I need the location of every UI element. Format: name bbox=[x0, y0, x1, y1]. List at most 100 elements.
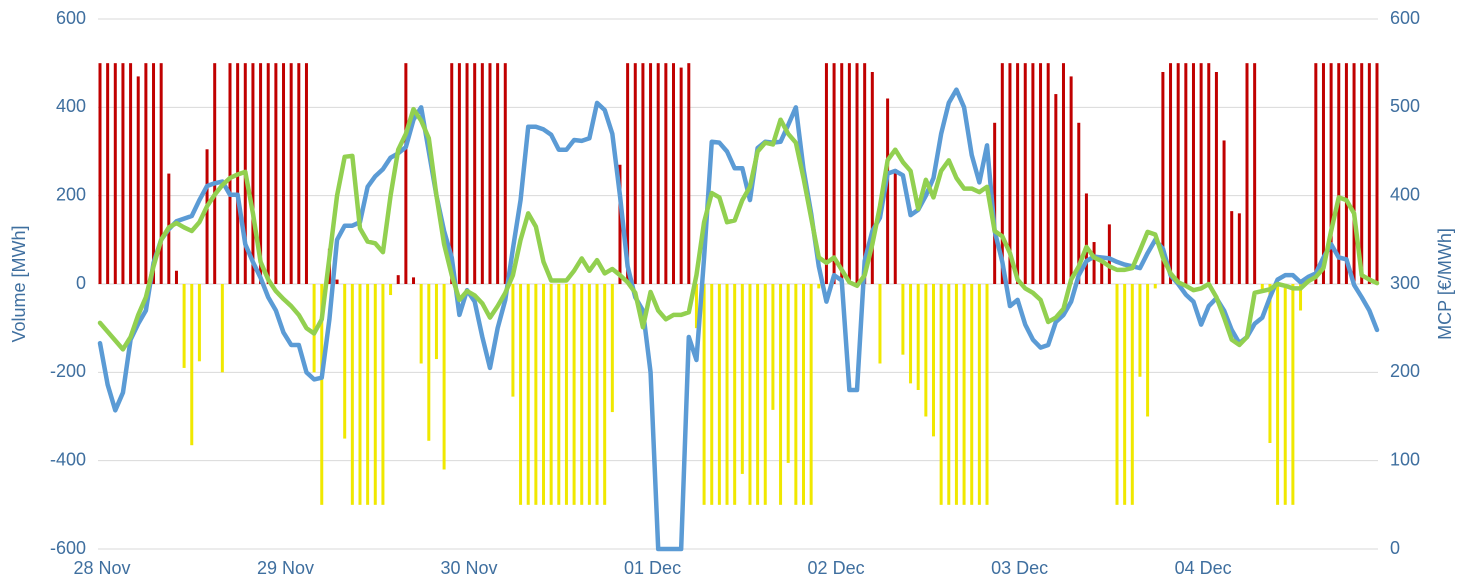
bar bbox=[511, 284, 515, 397]
bar bbox=[343, 284, 347, 439]
bar bbox=[1146, 284, 1150, 417]
bar bbox=[228, 63, 232, 284]
bar bbox=[144, 63, 148, 284]
bar bbox=[450, 63, 454, 284]
bar bbox=[389, 284, 393, 296]
y-tick-label: 200 bbox=[56, 184, 86, 204]
bar bbox=[434, 284, 438, 360]
bar bbox=[1375, 63, 1379, 284]
bar bbox=[412, 277, 416, 284]
bar bbox=[626, 63, 630, 284]
bar bbox=[419, 284, 423, 364]
bar bbox=[251, 63, 255, 284]
bar bbox=[1123, 284, 1127, 505]
bar bbox=[1214, 72, 1218, 284]
bar bbox=[939, 284, 943, 505]
bar bbox=[1321, 63, 1325, 284]
bar bbox=[1161, 72, 1165, 284]
bar bbox=[618, 164, 622, 284]
bar bbox=[282, 63, 286, 284]
bar bbox=[779, 284, 783, 505]
bar bbox=[373, 284, 377, 505]
bar bbox=[649, 63, 653, 284]
bar bbox=[633, 63, 637, 284]
bar bbox=[1054, 94, 1058, 284]
bar bbox=[1069, 76, 1073, 285]
bar bbox=[977, 284, 981, 505]
bar bbox=[289, 63, 293, 284]
bar bbox=[1039, 63, 1043, 284]
bar bbox=[526, 284, 530, 505]
bar bbox=[1291, 284, 1295, 505]
bar bbox=[756, 284, 760, 505]
bar bbox=[129, 63, 133, 284]
bar bbox=[863, 63, 867, 284]
bar bbox=[213, 63, 217, 284]
bar bbox=[335, 279, 339, 284]
bar bbox=[947, 284, 951, 505]
y2-tick-label: 300 bbox=[1390, 273, 1420, 293]
bar bbox=[549, 284, 553, 505]
bar bbox=[832, 63, 836, 284]
bar bbox=[993, 122, 997, 285]
bar bbox=[1268, 284, 1272, 443]
bar bbox=[427, 284, 431, 441]
bar bbox=[519, 284, 523, 505]
bar bbox=[809, 284, 813, 505]
bar bbox=[1138, 284, 1142, 377]
bar bbox=[916, 284, 920, 390]
y2-axis-title: MCP [€/MWh] bbox=[1435, 228, 1455, 340]
bar bbox=[717, 284, 721, 505]
bar bbox=[924, 284, 928, 417]
bar bbox=[366, 284, 370, 505]
bar bbox=[534, 284, 538, 505]
bar bbox=[962, 284, 966, 505]
bar bbox=[1344, 63, 1348, 284]
bar bbox=[801, 284, 805, 505]
bar bbox=[159, 63, 163, 284]
bar bbox=[1299, 284, 1303, 311]
bar bbox=[733, 284, 737, 505]
y-tick-label: -400 bbox=[50, 449, 86, 469]
bar bbox=[603, 284, 607, 505]
bar bbox=[1199, 63, 1203, 284]
bar bbox=[542, 284, 546, 505]
x-tick-label: 01 Dec bbox=[624, 558, 681, 578]
bar bbox=[350, 284, 354, 505]
bar bbox=[220, 284, 224, 373]
bar bbox=[182, 284, 186, 368]
bar bbox=[113, 63, 117, 284]
x-tick-label: 30 Nov bbox=[441, 558, 498, 578]
bar bbox=[687, 63, 691, 284]
bar bbox=[480, 63, 484, 284]
bar bbox=[1283, 284, 1287, 505]
bar bbox=[1100, 257, 1104, 284]
bar bbox=[748, 284, 752, 505]
bar bbox=[358, 284, 362, 505]
bar bbox=[847, 63, 851, 284]
y2-tick-label: 100 bbox=[1390, 449, 1420, 469]
bar bbox=[274, 63, 278, 284]
bar bbox=[1176, 63, 1180, 284]
bar bbox=[664, 63, 668, 284]
bar bbox=[725, 284, 729, 505]
bar bbox=[1023, 63, 1027, 284]
bar bbox=[679, 67, 683, 284]
x-tick-label: 03 Dec bbox=[991, 558, 1048, 578]
bar bbox=[1130, 284, 1134, 505]
bar bbox=[1169, 63, 1173, 284]
bar bbox=[1107, 224, 1111, 284]
bar bbox=[817, 284, 821, 289]
bar bbox=[771, 284, 775, 410]
bar bbox=[266, 63, 270, 284]
bar bbox=[1184, 63, 1188, 284]
bar bbox=[1253, 63, 1257, 284]
line bbox=[97, 87, 1380, 552]
bar bbox=[610, 284, 614, 413]
bar bbox=[503, 63, 507, 284]
bar bbox=[1360, 63, 1364, 284]
bar bbox=[1245, 63, 1249, 284]
bar bbox=[870, 72, 874, 284]
y2-tick-label: 500 bbox=[1390, 96, 1420, 116]
